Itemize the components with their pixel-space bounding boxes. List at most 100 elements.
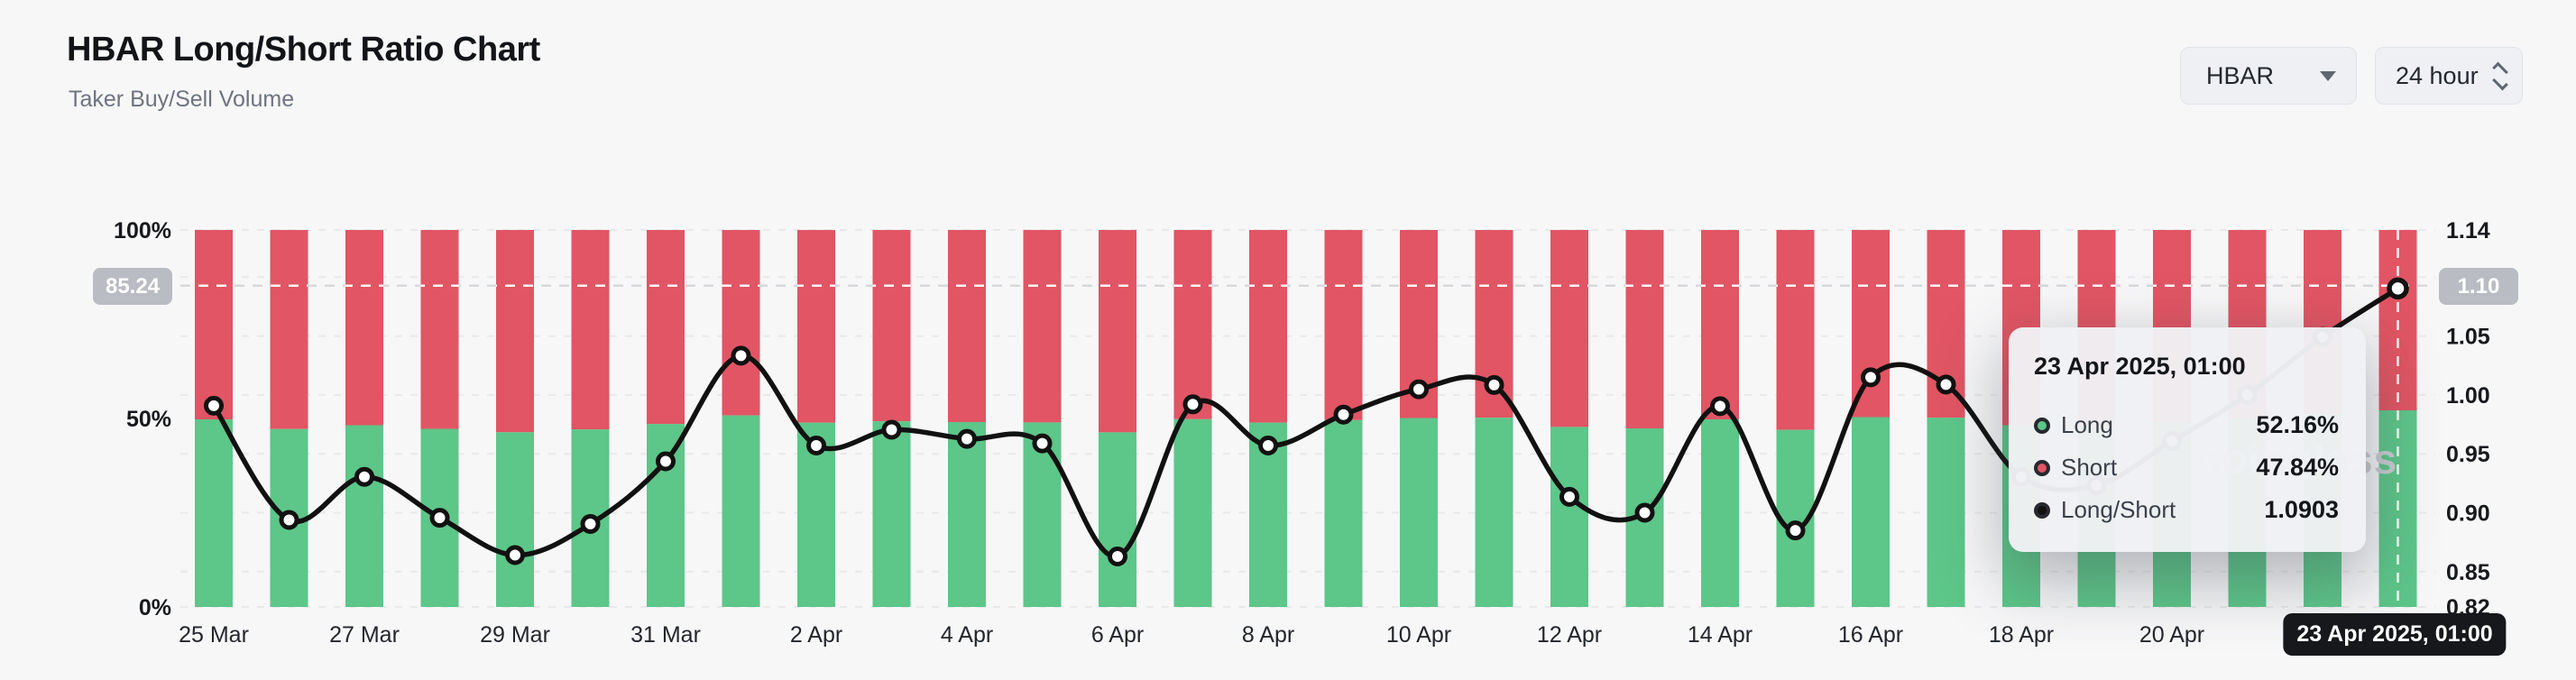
- svg-text:0.95: 0.95: [2446, 442, 2490, 467]
- svg-text:29 Mar: 29 Mar: [480, 622, 550, 648]
- svg-text:20 Apr: 20 Apr: [2139, 622, 2204, 648]
- ratio-point: [881, 419, 902, 440]
- ratio-point: [204, 395, 224, 416]
- short-bar: [872, 230, 911, 422]
- svg-text:18 Apr: 18 Apr: [1989, 622, 2054, 648]
- ratio-point: [1182, 394, 1203, 415]
- svg-text:4 Apr: 4 Apr: [941, 622, 993, 648]
- svg-text:6 Apr: 6 Apr: [1091, 622, 1144, 648]
- short-bar: [797, 230, 835, 423]
- ratio-point: [1710, 396, 1730, 417]
- ratio-point: [580, 514, 601, 534]
- crosshair-right-badge: 1.10: [2439, 268, 2518, 305]
- svg-text:0.85: 0.85: [2446, 560, 2490, 585]
- long-bar: [1550, 427, 1588, 607]
- short-bar: [270, 230, 308, 429]
- page-title: HBAR Long/Short Ratio Chart: [67, 31, 540, 69]
- svg-text:10 Apr: 10 Apr: [1386, 622, 1451, 648]
- ratio-point: [656, 451, 676, 472]
- svg-text:8 Apr: 8 Apr: [1242, 622, 1294, 648]
- short-bar: [722, 230, 760, 416]
- long-bar: [872, 421, 911, 607]
- ratio-point: [354, 466, 374, 487]
- short-bar: [1776, 230, 1815, 430]
- long-bar: [1400, 418, 1438, 607]
- ratio-point: [279, 510, 299, 530]
- svg-text:2 Apr: 2 Apr: [790, 622, 842, 648]
- symbol-select-value: HBAR: [2206, 61, 2275, 89]
- svg-text:0%: 0%: [139, 595, 171, 620]
- short-bar: [1852, 230, 1890, 418]
- ratio-point: [1861, 367, 1881, 388]
- short-bar: [1099, 230, 1136, 433]
- left-axis-labels: 100% 50% 0%: [114, 218, 171, 620]
- svg-text:27 Mar: 27 Mar: [329, 622, 400, 648]
- short-dot-icon: [2034, 459, 2050, 476]
- right-axis-labels: 1.141.101.051.000.950.900.850.82: [2446, 218, 2490, 620]
- ratio-point: [1032, 433, 1053, 454]
- ratio-point: [731, 345, 751, 366]
- ratio-dot-icon: [2034, 501, 2050, 519]
- long-bar: [496, 432, 534, 607]
- short-bar: [1625, 230, 1664, 428]
- svg-text:1.00: 1.00: [2446, 383, 2490, 409]
- long-bar: [1927, 418, 1965, 607]
- ratio-point: [2387, 277, 2409, 300]
- ratio-point: [1484, 374, 1504, 395]
- svg-text:31 Mar: 31 Mar: [630, 622, 701, 648]
- short-bar: [647, 230, 685, 425]
- tooltip-row-short: Short 47.84%: [2034, 446, 2339, 489]
- crosshair-left-badge: 85.24: [93, 268, 172, 305]
- short-bar: [345, 230, 383, 426]
- tooltip-row-ratio: Long/Short 1.0903: [2034, 489, 2339, 531]
- symbol-select[interactable]: HBAR: [2180, 47, 2357, 105]
- short-bar: [420, 230, 459, 429]
- long-dot-icon: [2034, 417, 2050, 434]
- svg-text:14 Apr: 14 Apr: [1688, 622, 1753, 648]
- svg-text:25 Mar: 25 Mar: [179, 622, 249, 648]
- long-bar: [1852, 417, 1890, 607]
- long-bar: [1099, 432, 1136, 607]
- ratio-point: [1559, 486, 1579, 507]
- short-bar: [496, 230, 534, 433]
- short-bar: [571, 230, 610, 430]
- ratio-point: [1333, 404, 1354, 425]
- interval-select[interactable]: 24 hour: [2375, 47, 2523, 105]
- short-bar: [1249, 230, 1287, 423]
- long-bar: [948, 422, 986, 607]
- short-bar: [1701, 230, 1739, 419]
- ratio-point: [957, 428, 977, 449]
- caret-down-icon: [2320, 70, 2336, 81]
- x-axis-labels: 25 Mar 27 Mar 29 Mar 31 Mar 2 Apr 4 Apr 6 Apr 8…: [179, 622, 2355, 648]
- ratio-point: [1108, 547, 1127, 566]
- long-bar: [1701, 419, 1739, 607]
- long-bar: [1324, 419, 1363, 607]
- ratio-point: [429, 508, 450, 528]
- ratio-point: [505, 545, 525, 565]
- interval-select-value: 24 hour: [2396, 61, 2479, 89]
- ratio-point: [806, 436, 826, 455]
- ratio-point: [1634, 502, 1655, 523]
- short-bar: [1324, 230, 1363, 420]
- long-bar: [345, 425, 383, 607]
- svg-text:1.14: 1.14: [2446, 218, 2490, 244]
- svg-text:50%: 50%: [126, 407, 171, 432]
- ratio-point: [1409, 379, 1429, 400]
- short-bar: [1023, 230, 1062, 423]
- ratio-point: [1936, 374, 1956, 395]
- svg-text:12 Apr: 12 Apr: [1537, 622, 1602, 648]
- ratio-point: [1258, 436, 1278, 455]
- svg-text:0.90: 0.90: [2446, 501, 2490, 527]
- ratio-point: [1785, 520, 1806, 541]
- short-bar: [195, 230, 233, 419]
- tooltip-row-long: Long 52.16%: [2034, 404, 2339, 446]
- long-bar: [1173, 418, 1212, 607]
- tooltip-date: 23 Apr 2025, 01:00: [2034, 353, 2246, 380]
- svg-text:16 Apr: 16 Apr: [1838, 622, 1903, 648]
- svg-text:1.05: 1.05: [2446, 325, 2490, 350]
- page-subtitle: Taker Buy/Sell Volume: [69, 87, 295, 112]
- long-bar: [1475, 418, 1513, 607]
- crosshair-date-badge: 23 Apr 2025, 01:00: [2283, 613, 2507, 656]
- short-bar: [1173, 230, 1212, 419]
